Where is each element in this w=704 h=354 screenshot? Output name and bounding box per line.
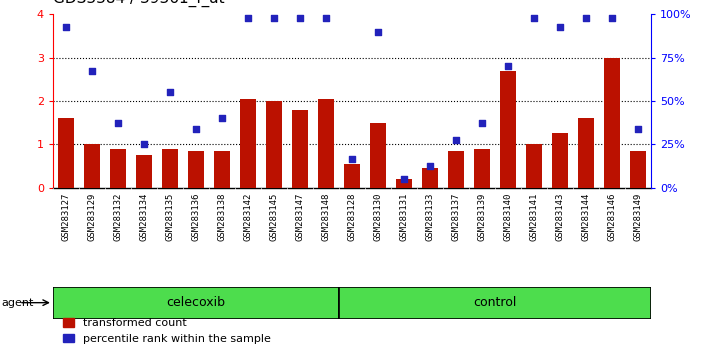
Bar: [318, 99, 334, 188]
Bar: [501, 70, 516, 188]
Text: GSM283143: GSM283143: [555, 193, 565, 241]
Text: GSM283136: GSM283136: [191, 193, 201, 241]
Bar: [58, 118, 74, 188]
Point: [503, 63, 514, 69]
Point: [216, 115, 227, 121]
Point: [60, 24, 71, 30]
Bar: [188, 151, 203, 188]
Text: GSM283144: GSM283144: [582, 193, 591, 241]
Bar: [136, 155, 151, 188]
Bar: [527, 144, 542, 188]
Text: GSM283134: GSM283134: [139, 193, 149, 241]
Point: [320, 16, 332, 21]
Bar: [110, 149, 125, 188]
Bar: [344, 164, 360, 188]
Point: [633, 126, 644, 132]
Bar: [579, 118, 594, 188]
Text: GSM283139: GSM283139: [477, 193, 486, 241]
Bar: [604, 57, 620, 188]
Text: GSM283132: GSM283132: [113, 193, 122, 241]
Bar: [422, 168, 438, 188]
Bar: [162, 149, 177, 188]
Text: GSM283138: GSM283138: [218, 193, 227, 241]
Legend: transformed count, percentile rank within the sample: transformed count, percentile rank withi…: [58, 314, 275, 348]
Text: agent: agent: [1, 298, 34, 308]
Point: [268, 16, 279, 21]
Point: [346, 156, 358, 162]
Text: GSM283135: GSM283135: [165, 193, 175, 241]
Bar: [214, 151, 230, 188]
Point: [451, 137, 462, 143]
Point: [477, 120, 488, 125]
Text: GSM283127: GSM283127: [61, 193, 70, 241]
Bar: [240, 99, 256, 188]
Bar: [292, 110, 308, 188]
Text: GSM283146: GSM283146: [608, 193, 617, 241]
Point: [425, 163, 436, 169]
Text: celecoxib: celecoxib: [166, 296, 225, 309]
Bar: [84, 144, 100, 188]
Text: GSM283137: GSM283137: [451, 193, 460, 241]
Point: [372, 29, 384, 34]
Point: [164, 89, 175, 95]
Text: GSM283129: GSM283129: [87, 193, 96, 241]
Text: GSM283148: GSM283148: [322, 193, 330, 241]
Text: GSM283140: GSM283140: [503, 193, 513, 241]
Bar: [630, 151, 646, 188]
Text: GSM283133: GSM283133: [425, 193, 434, 241]
Point: [607, 16, 618, 21]
Point: [555, 24, 566, 30]
Bar: [339, 287, 651, 319]
Bar: [474, 149, 490, 188]
Text: GSM283142: GSM283142: [244, 193, 253, 241]
Text: GSM283141: GSM283141: [529, 193, 539, 241]
Text: GDS3384 / 39361_f_at: GDS3384 / 39361_f_at: [53, 0, 225, 7]
Point: [112, 120, 123, 125]
Point: [294, 16, 306, 21]
Text: GSM283149: GSM283149: [634, 193, 643, 241]
Text: GSM283130: GSM283130: [374, 193, 382, 241]
Bar: [53, 287, 339, 319]
Point: [581, 16, 592, 21]
Point: [242, 16, 253, 21]
Bar: [370, 122, 386, 188]
Text: GSM283145: GSM283145: [270, 193, 279, 241]
Text: GSM283131: GSM283131: [400, 193, 408, 241]
Text: control: control: [473, 296, 517, 309]
Bar: [553, 133, 568, 188]
Bar: [266, 101, 282, 188]
Bar: [396, 179, 412, 188]
Point: [190, 126, 201, 132]
Point: [398, 176, 410, 182]
Point: [529, 16, 540, 21]
Bar: [448, 151, 464, 188]
Text: GSM283128: GSM283128: [348, 193, 356, 241]
Text: GSM283147: GSM283147: [296, 193, 304, 241]
Point: [138, 141, 149, 147]
Point: [86, 68, 97, 73]
